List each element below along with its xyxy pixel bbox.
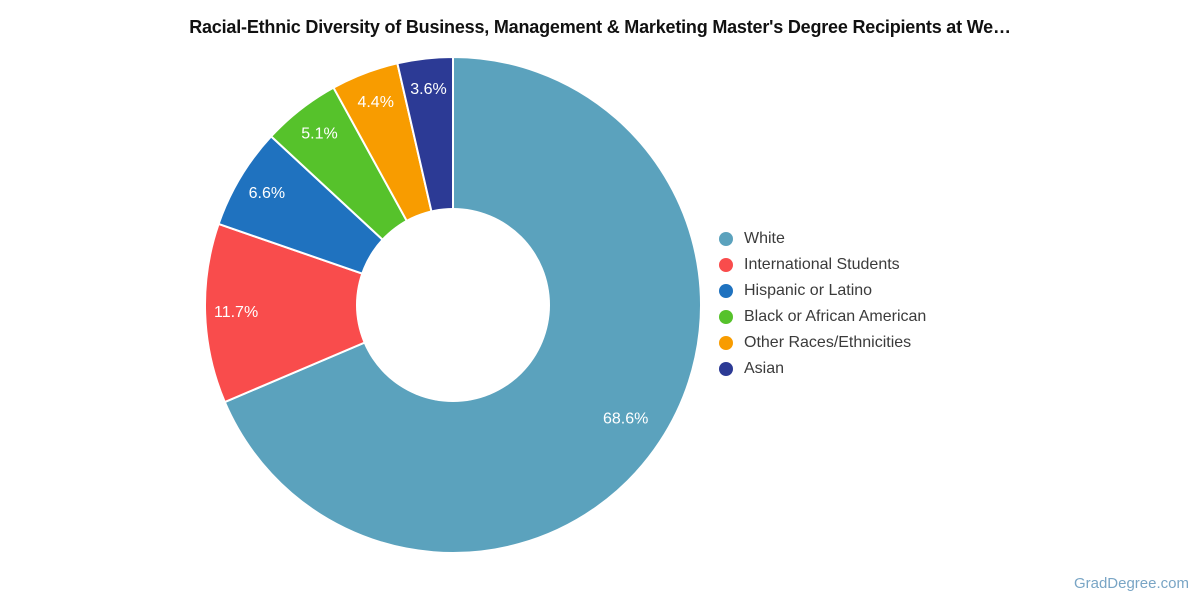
donut-hole: [356, 208, 550, 402]
legend-label: Other Races/Ethnicities: [744, 334, 912, 351]
legend-item-asian[interactable]: Asian: [719, 356, 926, 382]
legend-swatch-icon: [719, 336, 733, 350]
slice-value-label-other-races-ethnicities: 4.4%: [357, 94, 393, 111]
legend-item-hispanic-or-latino[interactable]: Hispanic or Latino: [719, 278, 926, 304]
legend-label: International Students: [744, 256, 900, 273]
slice-value-label-hispanic-or-latino: 6.6%: [249, 185, 285, 202]
slice-value-label-black-or-african-american: 5.1%: [301, 126, 337, 143]
legend-label: Asian: [744, 360, 785, 377]
chart-legend: White International Students Hispanic or L…: [719, 226, 926, 382]
watermark-link[interactable]: GradDegree.com: [1073, 575, 1189, 592]
legend-item-black-or-african-american[interactable]: Black or African American: [719, 304, 926, 330]
legend-swatch-icon: [719, 232, 733, 246]
legend-item-international-students[interactable]: International Students: [719, 252, 926, 278]
legend-swatch-icon: [719, 310, 733, 324]
legend-swatch-icon: [719, 362, 733, 376]
slice-value-label-international-students: 11.7%: [214, 304, 258, 321]
slice-value-label-white: 68.6%: [603, 411, 648, 428]
legend-swatch-icon: [719, 284, 733, 298]
slice-value-label-asian: 3.6%: [410, 81, 446, 98]
legend-label: Hispanic or Latino: [744, 282, 873, 299]
pie-slice-international-students[interactable]: [204, 222, 454, 403]
legend-label: White: [744, 230, 785, 247]
legend-item-white[interactable]: White: [719, 226, 926, 252]
chart-title: Racial-Ethnic Diversity of Business, Man…: [189, 17, 1011, 37]
legend-item-other-races-ethnicities[interactable]: Other Races/Ethnicities: [719, 330, 926, 356]
legend-swatch-icon: [719, 258, 733, 272]
legend-label: Black or African American: [744, 308, 927, 325]
